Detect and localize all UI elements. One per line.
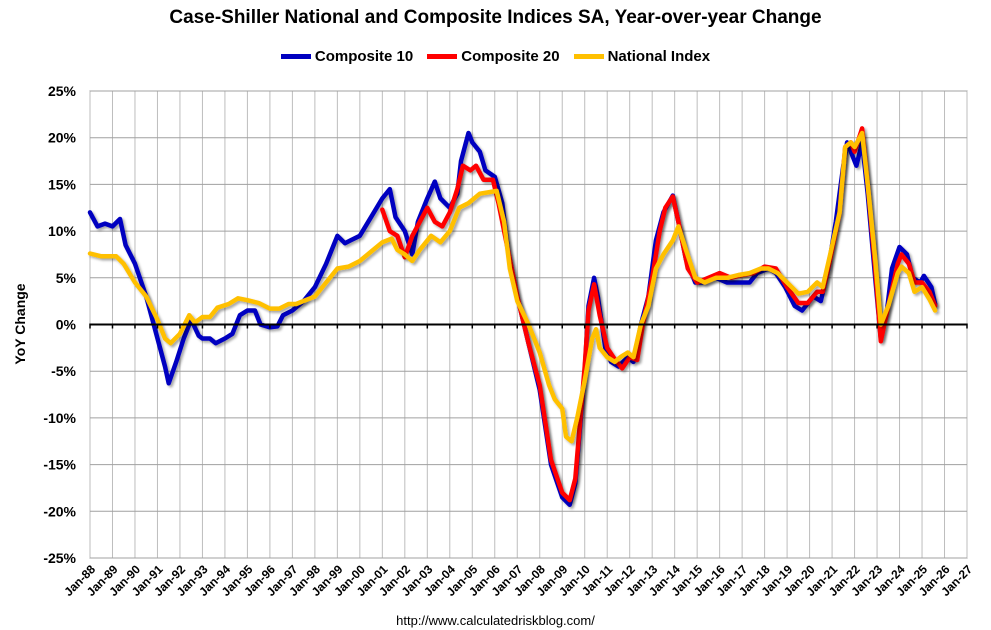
series-line-national-index bbox=[87, 130, 938, 444]
chart-title: Case-Shiller National and Composite Indi… bbox=[169, 7, 822, 28]
y-tick-label: 25% bbox=[48, 83, 77, 99]
y-tick-label: -10% bbox=[43, 410, 76, 426]
legend-swatch-composite-10 bbox=[280, 54, 311, 59]
legend-item-composite-10: Composite 10 bbox=[280, 48, 414, 65]
y-tick-label: 5% bbox=[56, 270, 77, 286]
y-tick-label: 10% bbox=[48, 223, 77, 239]
legend-swatch-composite-20 bbox=[427, 54, 458, 59]
legend-item-composite-20: Composite 20 bbox=[427, 48, 560, 65]
y-tick-label: -5% bbox=[51, 363, 76, 379]
legend-swatch-national-index bbox=[573, 54, 604, 59]
source-url: http://www.calculatedriskblog.com/ bbox=[396, 613, 595, 628]
legend: Composite 10 Composite 20 National Index bbox=[0, 48, 991, 65]
y-tick-label: -20% bbox=[43, 503, 76, 519]
y-tick-label: -25% bbox=[43, 550, 76, 566]
y-tick-label: 0% bbox=[56, 317, 77, 333]
legend-label-composite-10: Composite 10 bbox=[314, 48, 414, 65]
y-axis-label: YoY Change bbox=[12, 283, 28, 364]
legend-label-national-index: National Index bbox=[607, 48, 711, 65]
y-tick-label: 20% bbox=[48, 130, 77, 146]
legend-label-composite-20: Composite 20 bbox=[461, 48, 560, 65]
legend-item-national-index: National Index bbox=[573, 48, 711, 65]
y-tick-label: -15% bbox=[43, 457, 76, 473]
y-tick-label: 15% bbox=[48, 176, 77, 192]
